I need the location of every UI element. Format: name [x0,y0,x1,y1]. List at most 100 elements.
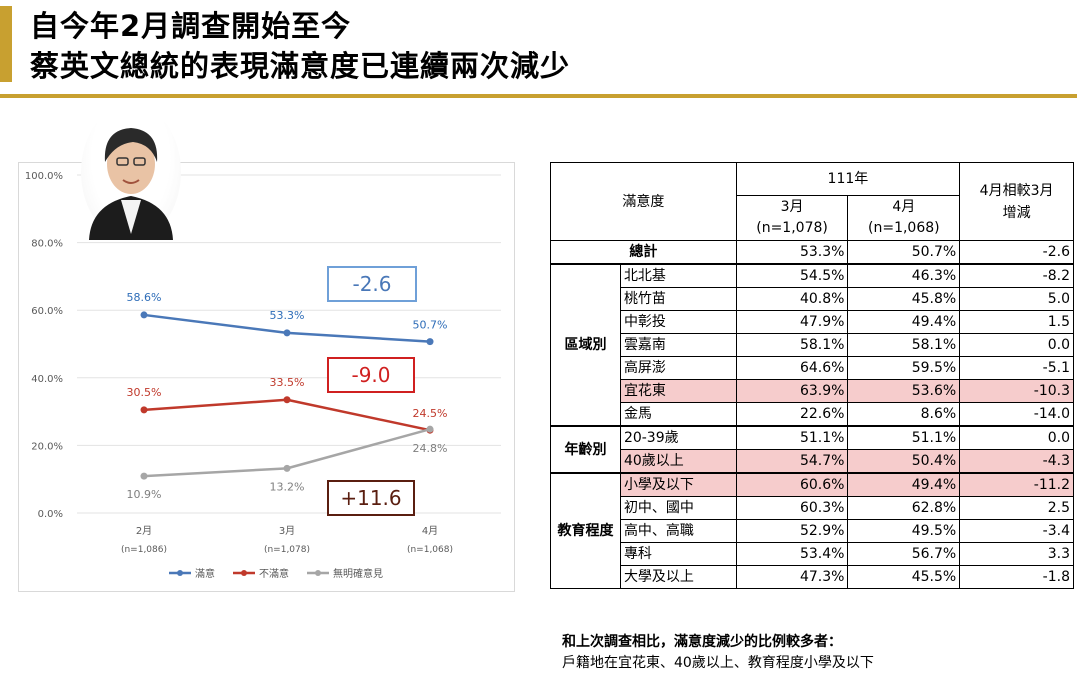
y-tick-label: 20.0% [31,441,63,452]
row-label: 高屏澎 [619,356,737,380]
row-april: 46.3% [847,263,961,288]
x-tick-label: 2月 [136,525,152,537]
table-subheader-row: 3月 (n=1,078) 4月 (n=1,068) [551,195,1074,241]
row-march: 60.6% [735,472,849,497]
row-april: 62.8% [847,496,961,520]
row-april: 49.5% [847,519,961,543]
data-point [426,425,434,433]
title-line-2: 蔡英文總統的表現滿意度已連續兩次減少 [30,49,571,83]
row-march: 22.6% [735,402,849,427]
table-row: 桃竹苗 40.8% 45.8% 5.0 [551,287,1074,311]
row-march: 52.9% [735,519,849,543]
y-tick-label: 60.0% [31,306,63,317]
table-row: 高屏澎 64.6% 59.5% -5.1 [551,356,1074,380]
total-march: 53.3% [735,240,849,265]
row-change: -3.4 [959,519,1074,543]
row-label: 專科 [619,542,737,566]
row-april: 59.5% [847,356,961,380]
y-tick-label: 0.0% [38,509,63,520]
row-april: 49.4% [847,472,961,497]
row-label: 中彰投 [619,310,737,334]
data-label: 58.6% [127,291,162,304]
row-april: 51.1% [847,425,961,450]
summary-note-line-1: 和上次調查相比，滿意度減少的比例較多者： [562,634,842,650]
row-april: 56.7% [847,542,961,566]
data-label: 10.9% [127,488,162,501]
header-april: 4月 (n=1,068) [847,195,961,241]
row-change: -10.3 [959,379,1074,403]
legend-label: 不滿意 [259,567,289,580]
x-tick-label: 3月 [279,525,295,537]
row-label: 北北基 [619,263,737,288]
portrait-image [89,128,173,240]
table-row: 教育程度 小學及以下 60.6% 49.4% -11.2 [550,472,1074,589]
header-change-line-1: 4月相較3月 [979,182,1054,199]
table-row: 高中、高職 52.9% 49.5% -3.4 [551,519,1074,543]
data-label: 13.2% [270,480,305,493]
row-march: 47.3% [735,565,849,589]
row-march: 40.8% [735,287,849,311]
table-row: 宜花東 63.9% 53.6% -10.3 [551,379,1074,403]
header-april-label: 4月 [892,199,916,215]
data-point [140,406,148,414]
row-change: -4.3 [959,449,1074,474]
summary-note: 和上次調查相比，滿意度減少的比例較多者： 戶籍地在宜花東、40歲以上、教育程度小… [562,632,874,674]
row-march: 60.3% [735,496,849,520]
header-satisfaction: 滿意度 [550,162,737,241]
total-label: 總計 [550,240,737,265]
y-tick-label: 40.0% [31,374,63,385]
row-change: -1.8 [959,565,1074,589]
row-change: 0.0 [959,425,1074,450]
total-april: 50.7% [847,240,961,265]
x-tick-sublabel: (n=1,078) [264,545,310,555]
data-label: 30.5% [127,386,162,399]
data-point [283,396,291,404]
x-tick-sublabel: (n=1,086) [121,545,167,555]
table-row: 初中、國中 60.3% 62.8% 2.5 [551,496,1074,520]
row-change: 1.5 [959,310,1074,334]
title-accent-bar [0,6,12,82]
header-march: 3月 (n=1,078) [735,195,849,241]
row-change: -5.1 [959,356,1074,380]
summary-note-line-2: 戶籍地在宜花東、40歲以上、教育程度小學及以下 [562,655,874,671]
row-march: 64.6% [735,356,849,380]
x-tick-label: 4月 [422,525,438,537]
data-label: 24.8% [413,442,448,455]
page-title: 自今年2月調查開始至今 蔡英文總統的表現滿意度已連續兩次減少 [30,6,570,86]
data-point [426,338,434,346]
row-april: 45.8% [847,287,961,311]
satisfied-change-callout: -2.6 [327,266,417,302]
row-label: 宜花東 [619,379,737,403]
satisfaction-table: 滿意度 111年 4月相較3月 增減 3月 (n=1,078) 4月 (n=1,… [550,162,1074,589]
row-label: 大學及以上 [619,565,737,589]
row-label: 金馬 [619,402,737,427]
row-label: 20-39歲 [619,425,737,450]
row-april: 50.4% [847,449,961,474]
row-change: 0.0 [959,333,1074,357]
dissatisfied-change-callout: -9.0 [327,357,415,393]
president-portrait [81,104,181,240]
row-change: -11.2 [959,472,1074,497]
data-label: 53.3% [270,309,305,322]
header-march-label: 3月 [780,199,804,215]
group-label: 區域別 [550,263,621,427]
row-label: 高中、高職 [619,519,737,543]
table-row: 專科 53.4% 56.7% 3.3 [551,542,1074,566]
row-march: 54.7% [735,449,849,474]
table-header-row: 滿意度 111年 4月相較3月 增減 [550,162,1074,241]
row-march: 51.1% [735,425,849,450]
legend-marker [241,570,247,576]
header-change-line-2: 增減 [1002,204,1031,221]
table-row: 區域別 北北基 54.5% 46.3% -8.2 [550,263,1074,427]
data-point [283,329,291,337]
header-year: 111年 [735,162,961,196]
row-change: 3.3 [959,542,1074,566]
row-april: 8.6% [847,402,961,427]
table-row: 年齡別 20-39歲 51.1% 51.1% 0.0 [550,425,1074,474]
data-label: 50.7% [413,319,448,332]
row-label: 雲嘉南 [619,333,737,357]
legend-label: 無明確意見 [333,567,383,580]
table-row: 金馬 22.6% 8.6% -14.0 [551,402,1074,427]
row-change: 5.0 [959,287,1074,311]
row-march: 47.9% [735,310,849,334]
